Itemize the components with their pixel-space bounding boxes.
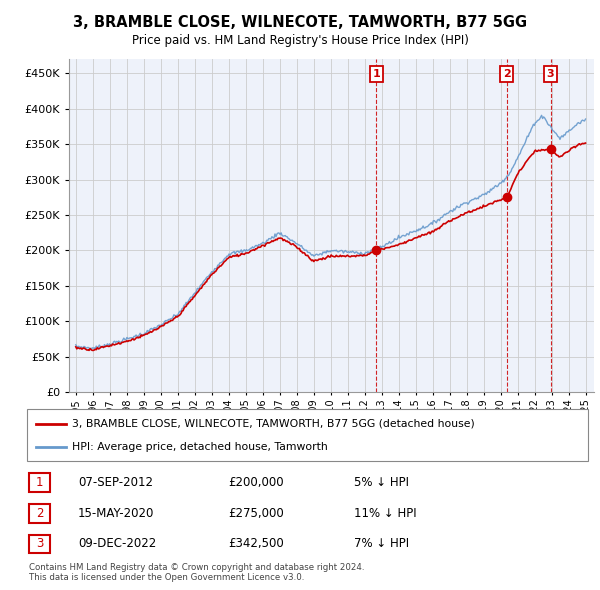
Text: 3, BRAMBLE CLOSE, WILNECOTE, TAMWORTH, B77 5GG: 3, BRAMBLE CLOSE, WILNECOTE, TAMWORTH, B… xyxy=(73,15,527,30)
Text: 1: 1 xyxy=(373,69,380,79)
Text: 1: 1 xyxy=(36,476,43,489)
Text: 7% ↓ HPI: 7% ↓ HPI xyxy=(354,537,409,550)
Text: 3, BRAMBLE CLOSE, WILNECOTE, TAMWORTH, B77 5GG (detached house): 3, BRAMBLE CLOSE, WILNECOTE, TAMWORTH, B… xyxy=(72,419,475,429)
Text: 07-SEP-2012: 07-SEP-2012 xyxy=(78,476,153,489)
Text: 2: 2 xyxy=(36,507,43,520)
Text: £342,500: £342,500 xyxy=(228,537,284,550)
Text: £275,000: £275,000 xyxy=(228,507,284,520)
Text: 11% ↓ HPI: 11% ↓ HPI xyxy=(354,507,416,520)
Text: Price paid vs. HM Land Registry's House Price Index (HPI): Price paid vs. HM Land Registry's House … xyxy=(131,34,469,47)
Text: £200,000: £200,000 xyxy=(228,476,284,489)
Text: Contains HM Land Registry data © Crown copyright and database right 2024.
This d: Contains HM Land Registry data © Crown c… xyxy=(29,563,364,582)
Text: 2: 2 xyxy=(503,69,511,79)
Text: 09-DEC-2022: 09-DEC-2022 xyxy=(78,537,156,550)
Text: 3: 3 xyxy=(547,69,554,79)
Text: 5% ↓ HPI: 5% ↓ HPI xyxy=(354,476,409,489)
Text: 15-MAY-2020: 15-MAY-2020 xyxy=(78,507,154,520)
Text: HPI: Average price, detached house, Tamworth: HPI: Average price, detached house, Tamw… xyxy=(72,442,328,452)
Text: 3: 3 xyxy=(36,537,43,550)
